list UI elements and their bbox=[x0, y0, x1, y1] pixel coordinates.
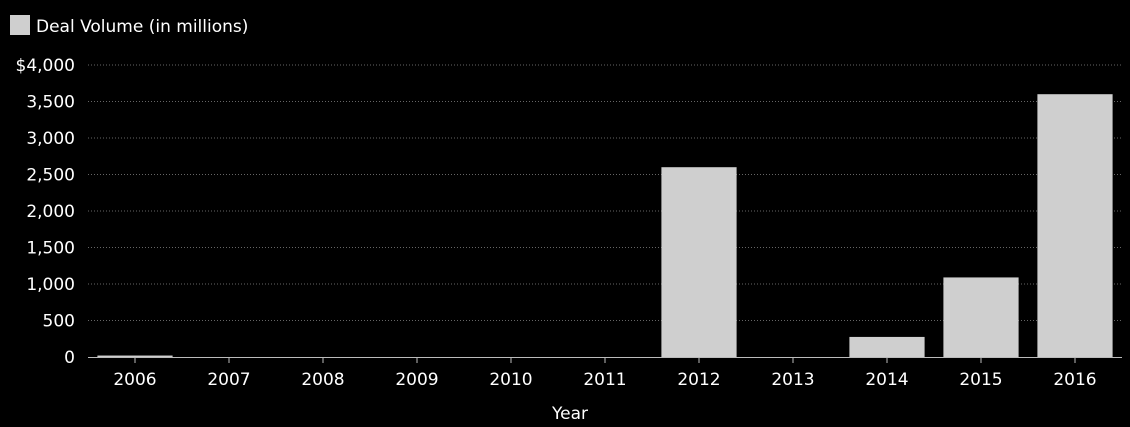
x-tick-label: 2010 bbox=[489, 370, 532, 390]
x-tick-label: 2012 bbox=[677, 370, 720, 390]
x-tick-label: 2014 bbox=[865, 370, 908, 390]
y-tick-label: 2,500 bbox=[26, 166, 75, 186]
bar-2016 bbox=[1037, 94, 1113, 357]
bar-2006 bbox=[97, 355, 173, 357]
y-tick-label: 3,500 bbox=[26, 93, 75, 113]
y-tick-label: 1,500 bbox=[26, 239, 75, 259]
x-axis-title: Year bbox=[551, 404, 588, 423]
y-tick-label: 0 bbox=[64, 348, 75, 368]
bar-2015 bbox=[943, 277, 1019, 357]
y-tick-label: $4,000 bbox=[16, 56, 75, 76]
x-tick-label: 2008 bbox=[301, 370, 344, 390]
bar-2012 bbox=[661, 167, 737, 357]
x-axis-tick-labels: 2006 2007 2008 2009 2010 2011 2012 2013 2014 2015… bbox=[113, 357, 1097, 390]
x-tick-label: 2013 bbox=[771, 370, 814, 390]
legend-label: Deal Volume (in millions) bbox=[36, 17, 248, 37]
x-tick-label: 2007 bbox=[207, 370, 250, 390]
legend: Deal Volume (in millions) bbox=[10, 15, 248, 37]
x-tick-label: 2011 bbox=[583, 370, 626, 390]
y-tick-label: 3,000 bbox=[26, 129, 75, 149]
x-tick-label: 2006 bbox=[113, 370, 156, 390]
bars bbox=[97, 94, 1113, 357]
y-axis-tick-labels: 0 500 1,000 1,500 2,000 2,500 3,000 3,500 $4,000 bbox=[16, 56, 75, 368]
x-tick-label: 2016 bbox=[1053, 370, 1096, 390]
x-tick-label: 2015 bbox=[959, 370, 1002, 390]
bar-2014 bbox=[849, 336, 925, 357]
y-tick-label: 1,000 bbox=[26, 275, 75, 295]
x-tick-label: 2009 bbox=[395, 370, 438, 390]
legend-swatch bbox=[10, 15, 30, 35]
y-tick-label: 500 bbox=[43, 312, 75, 332]
y-tick-label: 2,000 bbox=[26, 202, 75, 222]
